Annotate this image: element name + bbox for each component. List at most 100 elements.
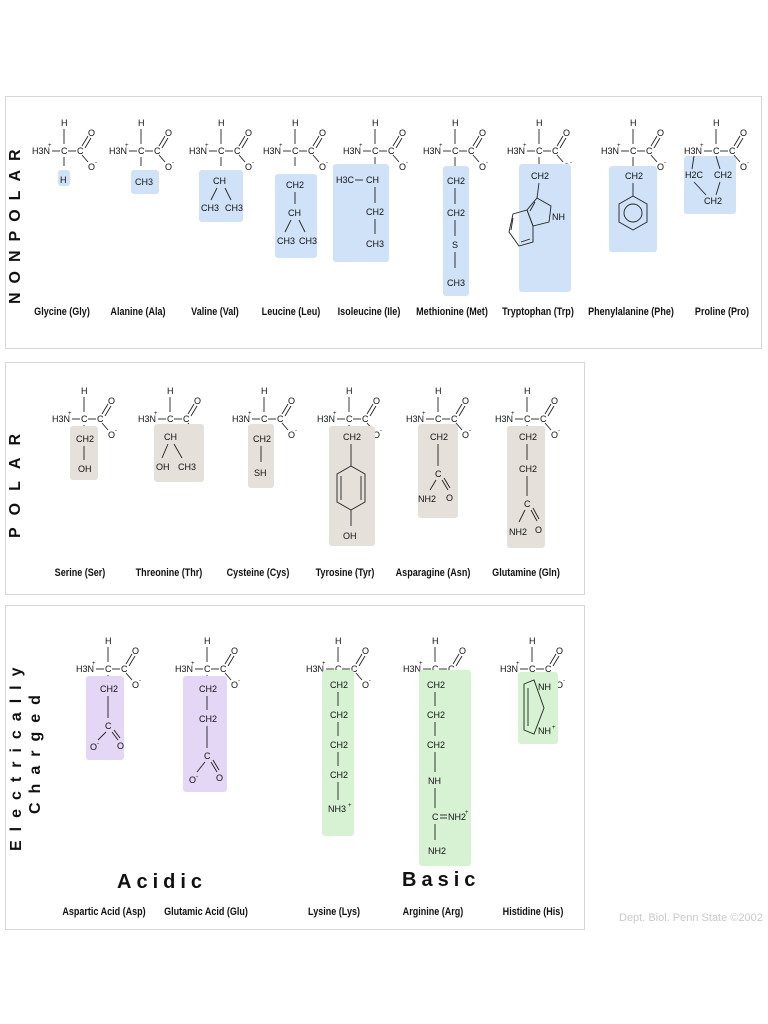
svg-text:+: + — [92, 661, 96, 667]
isoleucine-carboxyl-carbon: C — [388, 146, 395, 156]
glutamic-acid-carboxyl-carbon: C — [220, 664, 227, 674]
proline-label: Proline (Pro) — [694, 306, 750, 318]
tryptophan-carboxyl-carbon: C — [552, 146, 559, 156]
leucine-label: Leucine (Leu) — [261, 306, 321, 318]
isoleucine-alpha-h: H — [372, 118, 379, 128]
lysine-side-nh3: NH3 — [328, 804, 346, 814]
svg-text:-: - — [380, 428, 382, 434]
svg-text:-: - — [172, 160, 174, 166]
svg-text:+: + — [333, 411, 337, 417]
svg-text:-: - — [139, 678, 141, 684]
valine-carbonyl-o: O — [245, 128, 252, 138]
leucine-side-ch3-a: CH3 — [277, 236, 295, 246]
tyrosine-carbonyl-o: O — [373, 396, 380, 406]
svg-text:-: - — [486, 160, 488, 166]
proline-carboxyl-carbon: C — [729, 146, 736, 156]
credit-text: Dept. Biol. Penn State ©2002 — [619, 912, 763, 924]
aspartic-acid-side-c: C — [105, 721, 112, 731]
svg-text:+: + — [359, 143, 363, 149]
tyrosine-side-oh: OH — [343, 531, 357, 541]
svg-text:+: + — [205, 143, 209, 149]
histidine-alpha-h: H — [529, 636, 536, 646]
glutamine-amine: H3N — [495, 414, 513, 424]
lysine-side-ch2-d: CH2 — [330, 770, 348, 780]
threonine-alpha-carbon: C — [167, 414, 174, 424]
asparagine-side-ch2: CH2 — [430, 432, 448, 442]
svg-text:-: - — [238, 678, 240, 684]
tryptophan-side-ch2: CH2 — [531, 171, 549, 181]
asparagine-side-nh2: NH2 — [418, 494, 436, 504]
nonpolar-section-label: NONPOLAR — [7, 140, 24, 305]
svg-text:+: + — [191, 661, 195, 667]
cysteine-alpha-h: H — [261, 386, 268, 396]
cysteine-carboxylate-o: O — [288, 430, 295, 440]
glutamic-acid-side-ch2-a: CH2 — [199, 684, 217, 694]
glutamic-acid-amine: H3N — [175, 664, 193, 674]
methionine-carboxylate-o: O — [479, 162, 486, 172]
isoleucine-side-h3c: H3C — [336, 175, 355, 185]
arginine-side-ch2-a: CH2 — [427, 680, 445, 690]
tryptophan-amine: H3N — [507, 146, 525, 156]
lysine-label: Lysine (Lys) — [308, 906, 360, 918]
valine-side-chain-highlight — [199, 170, 243, 222]
isoleucine-carboxylate-o: O — [399, 162, 406, 172]
cysteine-alpha-carbon: C — [261, 414, 268, 424]
isoleucine-side-ch2: CH2 — [366, 207, 384, 217]
threonine-carboxyl-carbon: C — [183, 414, 190, 424]
glutamine-side-ch2-b: CH2 — [519, 464, 537, 474]
leucine-side-ch: CH — [288, 208, 301, 218]
arginine-side-nh2: NH2 — [428, 846, 446, 856]
lysine-side-ch2-a: CH2 — [330, 680, 348, 690]
alanine-label: Alanine (Ala) — [110, 306, 166, 318]
serine-side-oh: OH — [78, 464, 92, 474]
svg-text:+: + — [516, 661, 520, 667]
valine-label: Valine (Val) — [191, 306, 239, 318]
acidic-group-label: Acidic — [117, 871, 208, 893]
glycine-side-chain-highlight — [58, 170, 70, 186]
tryptophan-alpha-carbon: C — [536, 146, 543, 156]
arginine-label: Arginine (Arg) — [402, 906, 464, 918]
glutamic-acid-side-o-minus: O — [189, 775, 196, 785]
aspartic-acid-side-ch2: CH2 — [100, 684, 118, 694]
svg-text:-: - — [369, 678, 371, 684]
tyrosine-alpha-carbon: C — [346, 414, 353, 424]
aspartic-acid-carboxylate-o: O — [132, 680, 139, 690]
alanine-side-ch3: CH3 — [135, 177, 153, 187]
serine-alpha-carbon: C — [81, 414, 88, 424]
methionine-carboxyl-carbon: C — [468, 146, 475, 156]
svg-text:-: - — [570, 160, 572, 166]
phenylalanine-side-ch2: CH2 — [625, 171, 643, 181]
proline-side-ch2-a: CH2 — [714, 170, 732, 180]
glutamic-acid-alpha-carbon: C — [204, 664, 211, 674]
aspartic-acid-side-chain-highlight — [86, 676, 124, 760]
phenylalanine-alpha-h: H — [630, 118, 637, 128]
phenylalanine-carbonyl-o: O — [657, 128, 664, 138]
svg-text:+: + — [322, 661, 326, 667]
asparagine-side-chain-highlight — [418, 424, 458, 518]
glycine-carboxylate-o: O — [88, 162, 95, 172]
arginine-side-nh: NH — [428, 776, 441, 786]
proline-alpha-h: H — [713, 118, 720, 128]
isoleucine-side-ch: CH — [366, 175, 379, 185]
leucine-side-chain-highlight — [275, 174, 317, 258]
methionine-amine: H3N — [423, 146, 441, 156]
cysteine-carboxyl-carbon: C — [277, 414, 284, 424]
cysteine-label: Cysteine (Cys) — [226, 567, 290, 579]
alanine-amine: H3N — [109, 146, 127, 156]
svg-text:+: + — [552, 725, 556, 731]
svg-text:-: - — [95, 160, 97, 166]
lysine-alpha-h: H — [335, 636, 342, 646]
isoleucine-side-ch3: CH3 — [366, 239, 384, 249]
svg-text:-: - — [326, 160, 328, 166]
asparagine-amine: H3N — [406, 414, 424, 424]
histidine-side-nh-b: NH — [538, 726, 551, 736]
